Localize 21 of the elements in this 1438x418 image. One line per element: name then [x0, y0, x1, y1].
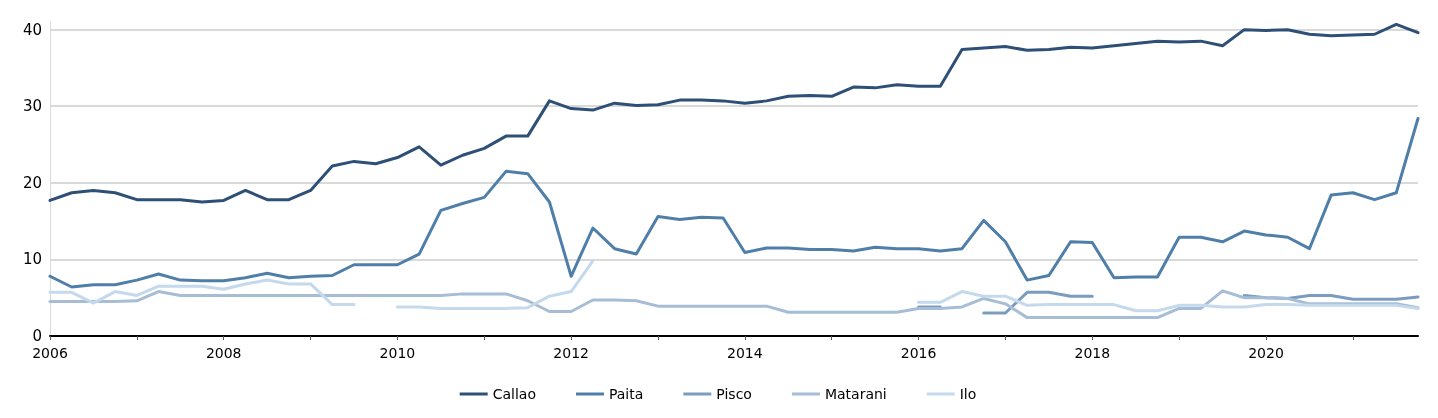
- x-tick-label: 2012: [553, 345, 589, 361]
- x-tick-label: 2008: [205, 345, 242, 361]
- legend-label: Paita: [608, 386, 644, 402]
- x-tick-label: 2010: [379, 345, 416, 361]
- legend-label: Matarani: [824, 386, 887, 402]
- legend-label: Pisco: [716, 386, 752, 402]
- legend-label: Ilo: [959, 386, 977, 402]
- y-tick-label: 0: [32, 327, 42, 345]
- line-series: [48, 117, 1420, 289]
- x-tick-label: 2020: [1248, 345, 1284, 361]
- x-tick-label: 2006: [32, 345, 68, 361]
- line-series: [48, 22, 1420, 204]
- x-tick-label: 2016: [900, 345, 937, 361]
- x-tick-label: 2014: [727, 345, 763, 361]
- y-tick-label: 30: [22, 97, 42, 116]
- y-tick-label: 40: [22, 20, 42, 39]
- line-series: [48, 289, 1420, 320]
- y-tick-label: 20: [22, 173, 42, 192]
- x-tick-label: 2018: [1074, 345, 1111, 361]
- legend-label: Callao: [492, 386, 536, 402]
- y-tick-label: 10: [22, 250, 42, 269]
